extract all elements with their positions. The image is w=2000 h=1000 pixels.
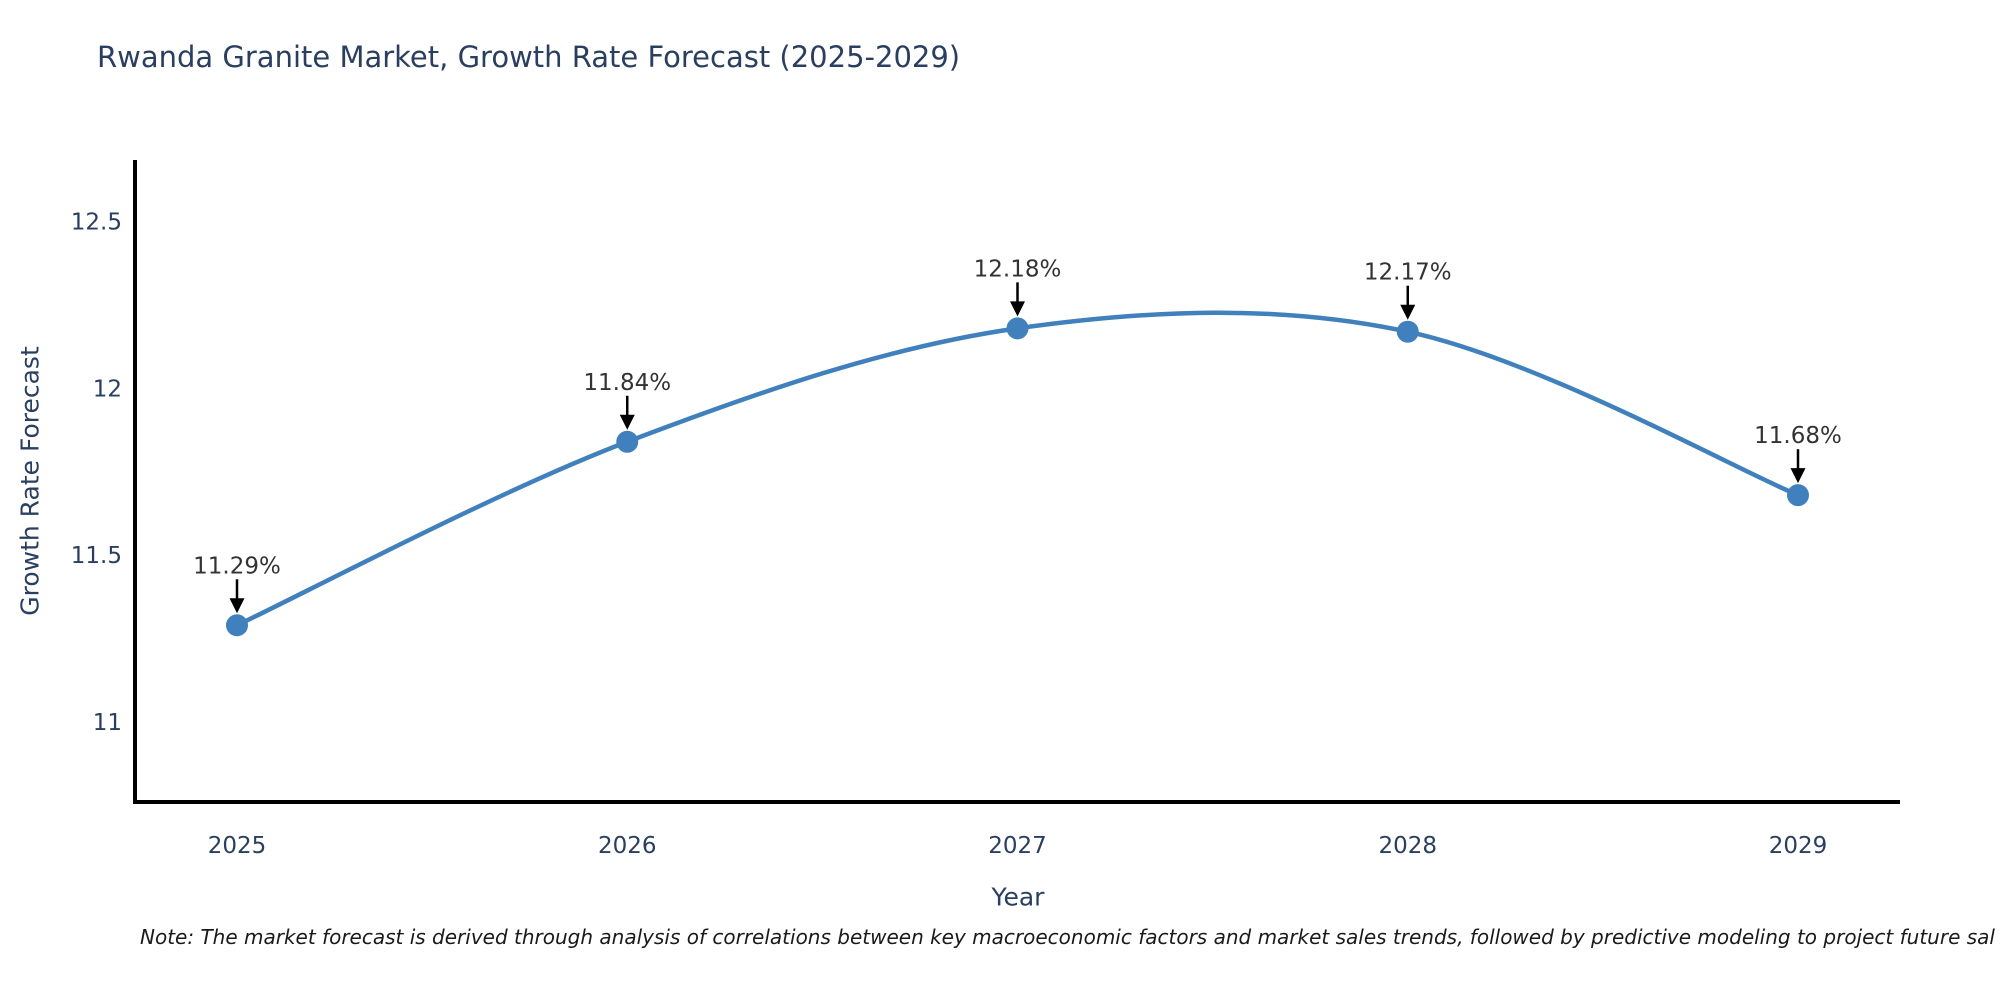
trend-line [234, 310, 1801, 628]
annotation-label: 11.84% [583, 370, 671, 396]
annotation-label: 11.68% [1754, 423, 1842, 449]
annotation-label: 12.17% [1364, 260, 1452, 286]
footnote: Note: The market forecast is derived thr… [140, 925, 1995, 949]
x-axis-title: Year [991, 882, 1045, 912]
y-tick-label: 11.5 [71, 543, 122, 569]
data-point-marker [1787, 484, 1809, 507]
annotation-arrow-head [1790, 468, 1806, 484]
y-tick-label: 12.5 [71, 210, 122, 236]
annotation-label: 12.18% [974, 256, 1062, 282]
x-tick-label: 2026 [598, 833, 657, 859]
data-point-marker [1006, 317, 1029, 340]
data-point-marker [1396, 320, 1419, 343]
annotation-arrow-head [619, 414, 635, 430]
y-tick-label: 11 [93, 710, 122, 736]
annotation-arrow-head [1400, 304, 1416, 320]
x-tick-label: 2029 [1769, 833, 1828, 859]
data-point-marker [226, 614, 248, 637]
annotation-arrow-head [1010, 301, 1025, 317]
annotation-label: 11.29% [193, 553, 281, 579]
y-axis-title: Growth Rate Forecast [15, 346, 45, 616]
x-tick-label: 2028 [1378, 833, 1437, 859]
chart-title: Rwanda Granite Market, Growth Rate Forec… [97, 40, 961, 74]
x-tick-label: 2027 [988, 833, 1047, 859]
annotation-arrow-head [229, 598, 245, 614]
data-point-marker [616, 430, 639, 453]
x-tick-label: 2025 [208, 833, 267, 859]
y-tick-label: 12 [93, 376, 122, 402]
